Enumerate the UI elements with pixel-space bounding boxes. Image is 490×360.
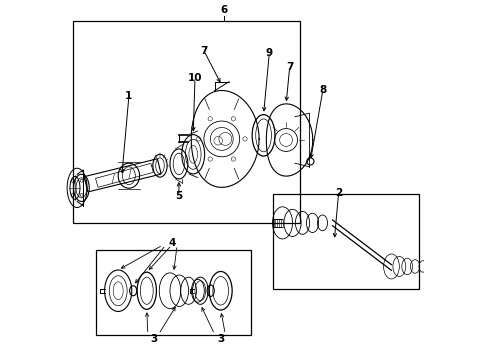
Text: 6: 6 — [220, 5, 227, 15]
Text: 8: 8 — [319, 85, 326, 95]
Bar — [273, 194, 418, 289]
Text: 10: 10 — [188, 73, 202, 83]
Text: 3: 3 — [150, 334, 157, 344]
Bar — [96, 249, 251, 336]
Text: 1: 1 — [125, 91, 132, 101]
Text: 4: 4 — [168, 238, 175, 248]
Text: 7: 7 — [200, 46, 208, 56]
Text: 5: 5 — [175, 191, 183, 201]
Text: 9: 9 — [266, 48, 273, 58]
Text: 7: 7 — [286, 63, 294, 72]
Text: 3: 3 — [218, 334, 225, 344]
Text: 2: 2 — [335, 188, 342, 198]
Bar — [73, 21, 300, 223]
